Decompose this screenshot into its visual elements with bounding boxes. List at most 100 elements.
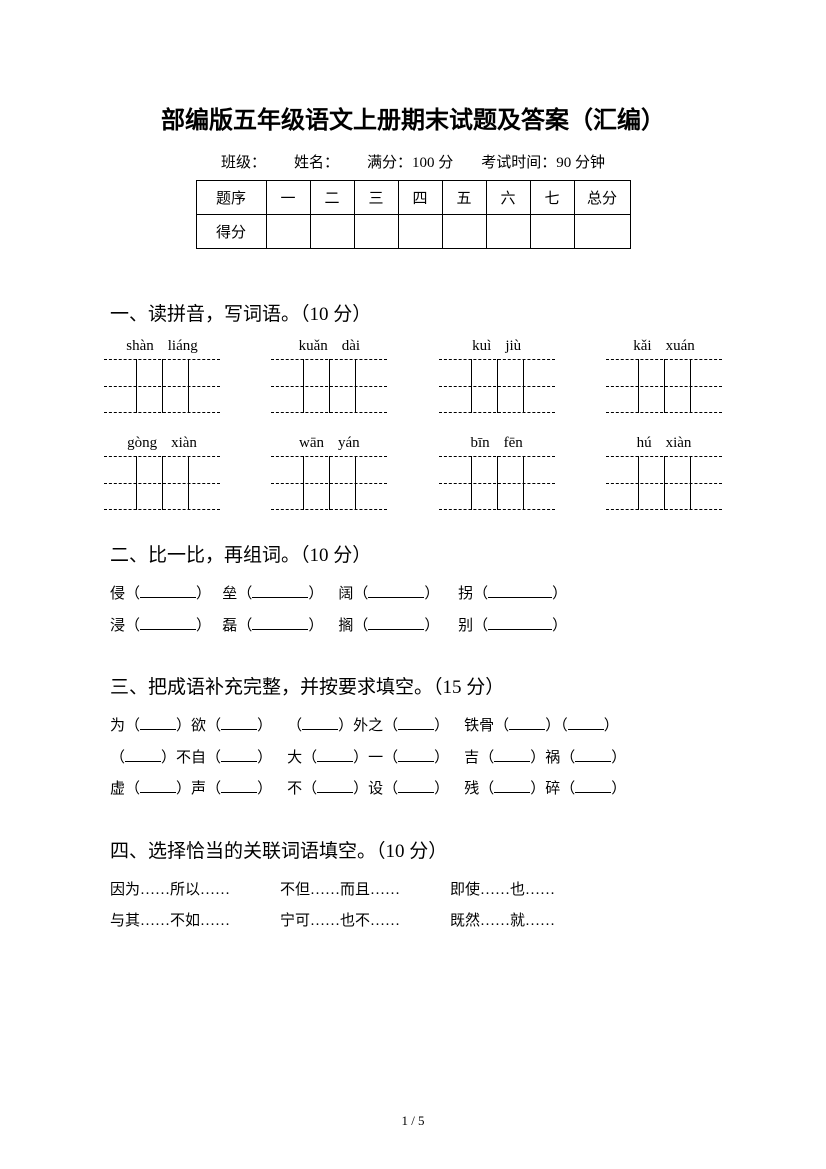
char: 设	[368, 781, 383, 797]
char-write-box[interactable]	[445, 359, 549, 413]
full-score: 满分：100 分	[367, 151, 453, 172]
td-blank[interactable]	[310, 215, 354, 249]
char-write-box[interactable]	[612, 359, 716, 413]
char-write-box[interactable]	[110, 456, 214, 510]
pinyin: kuì	[472, 338, 491, 355]
conjunction: 与其……不如……	[110, 906, 230, 938]
section3-content: 为（）欲（） （）外之（） 铁骨（）（） （）不自（） 大（）一（） 吉（）祸（…	[110, 711, 716, 806]
blank[interactable]	[398, 778, 434, 793]
th-2: 二	[310, 181, 354, 215]
char: 祸	[545, 750, 560, 766]
td-blank[interactable]	[574, 215, 630, 249]
blank[interactable]	[140, 715, 176, 730]
section3-heading: 三、把成语补充完整，并按要求填空。（15 分）	[110, 672, 716, 699]
sec3-row: 虚（）声（） 不（）设（） 残（）碎（）	[110, 774, 716, 806]
th-seq: 题序	[196, 181, 266, 215]
pinyin: kuǎn	[299, 338, 328, 355]
char: 碎	[545, 781, 560, 797]
td-blank[interactable]	[266, 215, 310, 249]
table-row: 得分	[196, 215, 630, 249]
char: 虚	[110, 781, 125, 797]
blank[interactable]	[221, 715, 257, 730]
th-7: 七	[530, 181, 574, 215]
char-write-box[interactable]	[110, 359, 214, 413]
sec4-row: 与其……不如…… 宁可……也不…… 既然……就……	[110, 906, 716, 938]
sec2-row: 浸（） 磊（） 搁（） 别（）	[110, 611, 716, 643]
char: 残	[464, 781, 479, 797]
blank[interactable]	[302, 715, 338, 730]
blank[interactable]	[488, 615, 552, 630]
blank[interactable]	[575, 778, 611, 793]
pinyin: liáng	[168, 338, 198, 355]
conjunction: 因为……所以……	[110, 875, 230, 907]
pinyin: bīn	[470, 435, 489, 452]
pinyin: yán	[338, 435, 360, 452]
blank[interactable]	[494, 747, 530, 762]
blank[interactable]	[140, 615, 196, 630]
th-5: 五	[442, 181, 486, 215]
blank[interactable]	[317, 747, 353, 762]
page-title: 部编版五年级语文上册期末试题及答案（汇编）	[110, 100, 716, 135]
pinyin: shàn	[126, 338, 154, 355]
blank[interactable]	[221, 778, 257, 793]
td-blank[interactable]	[354, 215, 398, 249]
td-blank[interactable]	[486, 215, 530, 249]
blank[interactable]	[317, 778, 353, 793]
sec2-row: 侵（） 垒（） 阔（） 拐（）	[110, 579, 716, 611]
char: 大	[287, 750, 302, 766]
pinyin-group: kuìjiù	[445, 338, 549, 413]
blank[interactable]	[140, 583, 196, 598]
blank[interactable]	[368, 615, 424, 630]
blank[interactable]	[140, 778, 176, 793]
th-3: 三	[354, 181, 398, 215]
blank[interactable]	[398, 747, 434, 762]
char: 欲	[191, 718, 206, 734]
score-table: 题序 一 二 三 四 五 六 七 总分 得分	[196, 180, 631, 249]
char: 不	[287, 781, 302, 797]
blank[interactable]	[368, 583, 424, 598]
blank[interactable]	[252, 615, 308, 630]
section1-content: shànliáng kuǎndài kuìjiù kǎixuán	[110, 338, 716, 510]
pinyin-group: wānyán	[277, 435, 381, 510]
sec4-row: 因为……所以…… 不但……而且…… 即使……也……	[110, 875, 716, 907]
pinyin: xuán	[666, 338, 695, 355]
pinyin-row: shànliáng kuǎndài kuìjiù kǎixuán	[110, 338, 716, 413]
pinyin: kǎi	[633, 338, 651, 355]
char: 为	[110, 718, 125, 734]
char-write-box[interactable]	[445, 456, 549, 510]
th-1: 一	[266, 181, 310, 215]
char-write-box[interactable]	[612, 456, 716, 510]
char: 一	[368, 750, 383, 766]
char: 垒	[222, 586, 237, 602]
blank[interactable]	[575, 747, 611, 762]
blank[interactable]	[125, 747, 161, 762]
section4-content: 因为……所以…… 不但……而且…… 即使……也…… 与其……不如…… 宁可……也…	[110, 875, 716, 938]
char-write-box[interactable]	[277, 359, 381, 413]
section2-content: 侵（） 垒（） 阔（） 拐（） 浸（） 磊（） 搁（） 别（）	[110, 579, 716, 642]
sec3-row: （）不自（） 大（）一（） 吉（）祸（）	[110, 743, 716, 775]
pinyin: xiàn	[171, 435, 197, 452]
td-blank[interactable]	[442, 215, 486, 249]
pinyin-group: húxiàn	[612, 435, 716, 510]
blank[interactable]	[488, 583, 552, 598]
blank[interactable]	[221, 747, 257, 762]
pinyin: hú	[637, 435, 652, 452]
td-blank[interactable]	[398, 215, 442, 249]
char: 拐	[458, 586, 473, 602]
pinyin-group: kǎixuán	[612, 338, 716, 413]
td-blank[interactable]	[530, 215, 574, 249]
exam-info: 班级： 姓名： 满分：100 分 考试时间：90 分钟	[110, 151, 716, 172]
char: 别	[458, 618, 473, 634]
char: 阔	[338, 586, 353, 602]
blank[interactable]	[398, 715, 434, 730]
th-6: 六	[486, 181, 530, 215]
char-write-box[interactable]	[277, 456, 381, 510]
conjunction: 不但……而且……	[280, 875, 400, 907]
blank[interactable]	[568, 715, 604, 730]
class-label: 班级：	[221, 151, 266, 172]
blank[interactable]	[509, 715, 545, 730]
char: 浸	[110, 618, 125, 634]
pinyin: xiàn	[666, 435, 692, 452]
blank[interactable]	[252, 583, 308, 598]
blank[interactable]	[494, 778, 530, 793]
